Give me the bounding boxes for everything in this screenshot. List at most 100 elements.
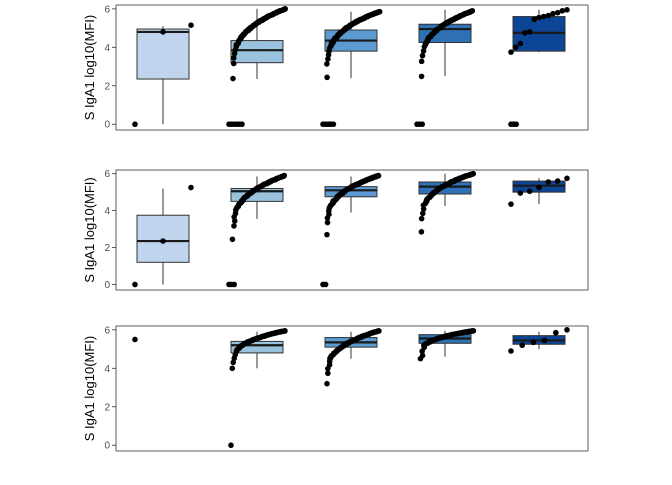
data-point <box>540 13 547 20</box>
group-5 <box>508 327 570 354</box>
data-point <box>324 61 330 67</box>
data-point <box>132 336 138 343</box>
group-3 <box>324 328 382 387</box>
y-tick-label: 0 <box>104 120 110 131</box>
data-point <box>420 48 427 54</box>
group-3 <box>320 8 383 128</box>
data-point <box>420 210 426 217</box>
data-point <box>228 442 234 449</box>
data-point <box>508 201 514 207</box>
data-point <box>230 60 237 67</box>
group-2 <box>228 328 288 449</box>
y-axis-title: S IgA1 log10(MFI) <box>82 336 97 442</box>
data-point <box>519 342 525 349</box>
data-point <box>470 328 477 334</box>
data-point <box>282 328 288 334</box>
group-1 <box>132 22 194 128</box>
y-tick-label: 2 <box>104 81 110 92</box>
data-point <box>545 179 552 185</box>
data-point <box>160 29 166 35</box>
group-4 <box>417 328 477 362</box>
group-5 <box>508 7 570 128</box>
data-point <box>230 359 236 366</box>
y-tick-label: 4 <box>104 43 110 54</box>
group-1 <box>132 184 194 288</box>
data-point <box>282 6 289 12</box>
data-point <box>418 58 425 65</box>
data-point <box>508 348 514 354</box>
y-tick-label: 6 <box>104 169 110 180</box>
data-point <box>550 10 556 17</box>
y-tick-label: 4 <box>104 364 110 375</box>
data-point <box>512 44 519 51</box>
data-point <box>231 281 237 288</box>
data-point <box>530 339 537 346</box>
data-point <box>239 121 245 128</box>
data-point <box>229 236 236 243</box>
data-point <box>553 329 559 336</box>
data-point <box>564 175 570 182</box>
group-2 <box>226 6 289 128</box>
data-point <box>419 121 426 128</box>
data-point <box>132 121 138 128</box>
data-point <box>375 172 382 179</box>
data-point <box>419 352 426 359</box>
y-tick-label: 0 <box>104 441 110 452</box>
data-point <box>230 75 236 82</box>
box <box>136 28 190 80</box>
data-point <box>330 121 337 128</box>
data-point <box>536 14 542 21</box>
data-point <box>564 7 570 13</box>
data-point <box>376 8 383 15</box>
data-point <box>531 16 538 23</box>
panel-3: 0 2 4 6 S IgA1 log10(MFI) <box>82 325 589 452</box>
data-point <box>325 370 331 377</box>
data-point <box>554 178 561 184</box>
group-5 <box>508 175 570 207</box>
data-point <box>526 29 533 35</box>
data-point <box>517 40 524 47</box>
group-1 <box>132 336 138 343</box>
data-point <box>469 7 476 14</box>
panel-2: 0 2 4 6 S IgA1 log10(MFI) <box>82 169 589 291</box>
box <box>230 40 284 64</box>
data-point <box>160 238 166 244</box>
data-point <box>132 281 138 288</box>
data-point <box>418 215 425 222</box>
y-tick-label: 6 <box>104 4 110 15</box>
group-4 <box>414 7 476 128</box>
data-point <box>230 55 237 61</box>
data-point <box>554 9 561 16</box>
data-point <box>508 49 514 55</box>
data-point <box>513 121 519 128</box>
data-point <box>322 281 329 288</box>
data-point <box>545 12 552 19</box>
data-point <box>526 188 533 195</box>
data-point <box>375 328 382 334</box>
data-point <box>419 52 426 59</box>
group-3 <box>320 172 382 288</box>
data-point <box>564 327 570 333</box>
y-axis-title: S IgA1 log10(MFI) <box>82 15 97 121</box>
y-tick-label: 6 <box>104 325 110 336</box>
group-2 <box>226 172 288 288</box>
data-point <box>536 184 542 191</box>
data-point <box>324 74 330 81</box>
y-tick-label: 2 <box>104 243 110 254</box>
data-point <box>541 337 548 344</box>
data-point <box>231 223 237 229</box>
data-point <box>324 380 330 387</box>
data-point <box>188 184 194 191</box>
data-point <box>229 365 236 372</box>
data-point <box>559 7 566 14</box>
data-point <box>188 22 194 28</box>
data-point <box>418 229 425 235</box>
data-point <box>418 73 425 80</box>
y-tick-label: 4 <box>104 206 110 217</box>
y-axis-title: S IgA1 log10(MFI) <box>82 177 97 283</box>
y-tick-label: 0 <box>104 280 110 291</box>
data-point <box>522 30 528 36</box>
panel-1: 0 2 4 6 S IgA1 log10(MFI) <box>82 4 589 131</box>
y-tick-label: 2 <box>104 402 110 413</box>
